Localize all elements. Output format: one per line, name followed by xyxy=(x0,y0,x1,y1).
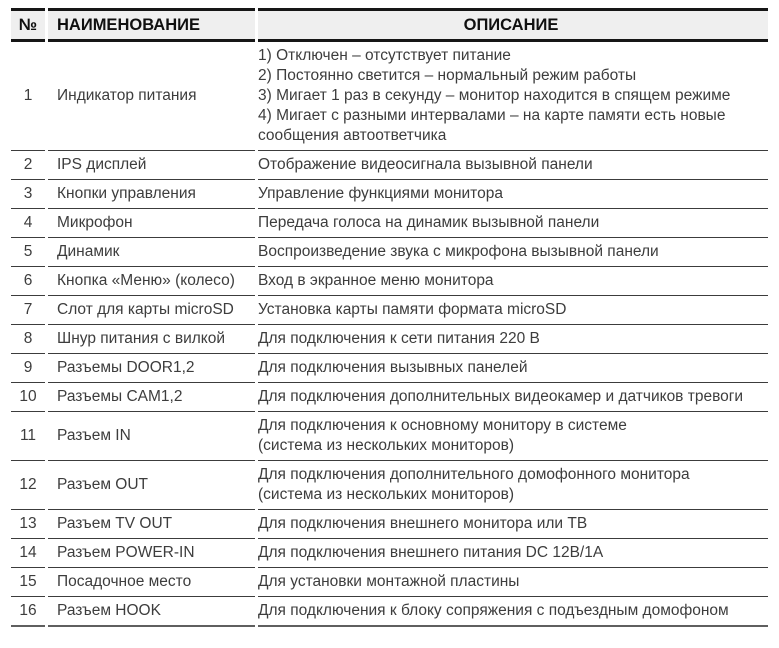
row-number-cell: 10 xyxy=(11,383,45,412)
manual-page: № НАИМЕНОВАНИЕ ОПИСАНИЕ 1 Индикатор пита… xyxy=(8,8,771,627)
part-description-cell: Передача голоса на динамик вызывной пане… xyxy=(258,209,768,238)
part-name-cell: Разъем OUT xyxy=(48,461,255,510)
table-header-row: № НАИМЕНОВАНИЕ ОПИСАНИЕ xyxy=(11,8,768,42)
part-name-cell: Разъем HOOK xyxy=(48,597,255,627)
table-row: 9 Разъемы DOOR1,2 Для подключения вызывн… xyxy=(11,354,768,383)
part-name-cell: Разъем POWER-IN xyxy=(48,539,255,568)
part-name-cell: Индикатор питания xyxy=(48,42,255,151)
table-row: 6 Кнопка «Меню» (колесо) Вход в экранное… xyxy=(11,267,768,296)
table-row: 11 Разъем IN Для подключения к основному… xyxy=(11,412,768,461)
part-name-cell: IPS дисплей xyxy=(48,151,255,180)
part-description-cell: Для подключения вызывных панелей xyxy=(258,354,768,383)
part-name-cell: Динамик xyxy=(48,238,255,267)
part-description-cell: Для установки монтажной пластины xyxy=(258,568,768,597)
row-number-cell: 13 xyxy=(11,510,45,539)
table-row: 10 Разъемы CAM1,2 Для подключения дополн… xyxy=(11,383,768,412)
part-name-cell: Разъемы DOOR1,2 xyxy=(48,354,255,383)
part-name-cell: Кнопка «Меню» (колесо) xyxy=(48,267,255,296)
row-number-cell: 8 xyxy=(11,325,45,354)
row-number-cell: 6 xyxy=(11,267,45,296)
part-name-cell: Разъем IN xyxy=(48,412,255,461)
table-row: 3 Кнопки управления Управление функциями… xyxy=(11,180,768,209)
column-header-name: НАИМЕНОВАНИЕ xyxy=(48,8,255,42)
part-description-cell: Воспроизведение звука с микрофона вызывн… xyxy=(258,238,768,267)
part-description-cell: Для подключения внешнего питания DC 12В/… xyxy=(258,539,768,568)
row-number-cell: 15 xyxy=(11,568,45,597)
part-description-cell: 1) Отключен – отсутствует питание 2) Пос… xyxy=(258,42,768,151)
table-row: 2 IPS дисплей Отображение видеосигнала в… xyxy=(11,151,768,180)
row-number-cell: 9 xyxy=(11,354,45,383)
column-header-description: ОПИСАНИЕ xyxy=(258,8,768,42)
column-header-number: № xyxy=(11,8,45,42)
table-row: 16 Разъем HOOK Для подключения к блоку с… xyxy=(11,597,768,627)
row-number-cell: 2 xyxy=(11,151,45,180)
part-name-cell: Разъем TV OUT xyxy=(48,510,255,539)
table-body: 1 Индикатор питания 1) Отключен – отсутс… xyxy=(11,42,768,627)
table-row: 7 Слот для карты microSD Установка карты… xyxy=(11,296,768,325)
part-name-cell: Разъемы CAM1,2 xyxy=(48,383,255,412)
part-name-cell: Слот для карты microSD xyxy=(48,296,255,325)
part-description-cell: Управление функциями монитора xyxy=(258,180,768,209)
table-row: 12 Разъем OUT Для подключения дополнител… xyxy=(11,461,768,510)
parts-spec-table: № НАИМЕНОВАНИЕ ОПИСАНИЕ 1 Индикатор пита… xyxy=(8,8,771,627)
table-row: 15 Посадочное место Для установки монтаж… xyxy=(11,568,768,597)
row-number-cell: 3 xyxy=(11,180,45,209)
row-number-cell: 11 xyxy=(11,412,45,461)
part-name-cell: Микрофон xyxy=(48,209,255,238)
part-name-cell: Кнопки управления xyxy=(48,180,255,209)
part-description-cell: Для подключения дополнительного домофонн… xyxy=(258,461,768,510)
part-name-cell: Шнур питания с вилкой xyxy=(48,325,255,354)
row-number-cell: 7 xyxy=(11,296,45,325)
row-number-cell: 12 xyxy=(11,461,45,510)
part-description-cell: Для подключения к сети питания 220 В xyxy=(258,325,768,354)
table-row: 13 Разъем TV OUT Для подключения внешнег… xyxy=(11,510,768,539)
part-description-cell: Для подключения дополнительных видеокаме… xyxy=(258,383,768,412)
part-description-cell: Для подключения к основному монитору в с… xyxy=(258,412,768,461)
row-number-cell: 16 xyxy=(11,597,45,627)
table-row: 8 Шнур питания с вилкой Для подключения … xyxy=(11,325,768,354)
part-description-cell: Отображение видеосигнала вызывной панели xyxy=(258,151,768,180)
part-description-cell: Для подключения к блоку сопряжения с под… xyxy=(258,597,768,627)
table-row: 1 Индикатор питания 1) Отключен – отсутс… xyxy=(11,42,768,151)
table-row: 4 Микрофон Передача голоса на динамик вы… xyxy=(11,209,768,238)
row-number-cell: 1 xyxy=(11,42,45,151)
table-row: 14 Разъем POWER-IN Для подключения внешн… xyxy=(11,539,768,568)
part-description-cell: Вход в экранное меню монитора xyxy=(258,267,768,296)
row-number-cell: 14 xyxy=(11,539,45,568)
table-row: 5 Динамик Воспроизведение звука с микроф… xyxy=(11,238,768,267)
part-name-cell: Посадочное место xyxy=(48,568,255,597)
part-description-cell: Для подключения внешнего монитора или ТВ xyxy=(258,510,768,539)
row-number-cell: 4 xyxy=(11,209,45,238)
part-description-cell: Установка карты памяти формата microSD xyxy=(258,296,768,325)
row-number-cell: 5 xyxy=(11,238,45,267)
